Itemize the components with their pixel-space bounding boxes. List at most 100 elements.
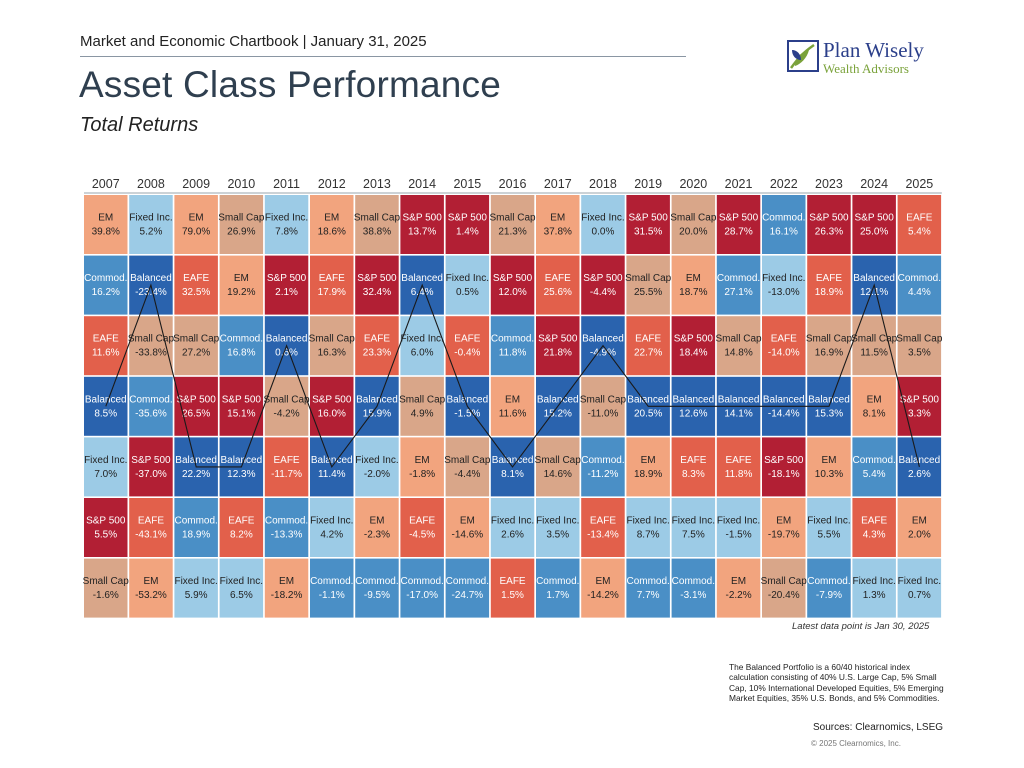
quilt-cell: S&P 500 16.0% [310,376,354,436]
quilt-cell-bg [355,437,399,497]
quilt-cell-bg [716,558,761,618]
year-label: 2024 [860,177,888,191]
quilt-cell-bg [852,316,896,376]
quilt-cell-bg [536,498,580,557]
return-value: 18.6% [318,227,346,238]
return-value: 3.5% [546,530,569,541]
quilt-cell-bg [490,376,535,436]
quilt-cell: EAFE -11.7% [264,437,309,497]
logo-name: Plan Wisely [823,38,924,62]
asset-class-label: EM [595,576,610,587]
quilt-cell-bg [219,195,264,254]
quilt-cell: Fixed Inc. 6.5% [219,558,264,618]
quilt-cell-bg [445,195,490,254]
quilt-cell: EM -14.2% [581,558,625,618]
return-value: 2.6% [908,469,931,480]
quilt-cell: Commod. -35.6% [129,376,173,436]
asset-class-label: Balanced [898,455,940,466]
quilt-cell-bg [626,195,670,254]
quilt-cell-bg [807,316,851,376]
quilt-cell: EAFE -14.0% [762,316,806,376]
return-value: -13.4% [587,530,619,541]
quilt-cell-bg [762,498,806,557]
return-value: 5.2% [140,227,163,238]
quilt-cell-bg [671,255,716,315]
asset-class-label: Commod. [400,576,443,587]
quilt-cell: Small Cap 16.3% [309,316,356,376]
header-divider [80,56,686,57]
quilt-cell-bg [762,255,806,315]
asset-class-label: EM [324,213,339,224]
return-value: 7.5% [682,530,705,541]
return-value: -14.2% [587,590,619,601]
return-value: -1.5% [454,408,480,419]
quilt-cell-bg [626,437,670,497]
asset-class-label: Commod. [491,334,534,345]
quilt-cell-bg [400,376,444,436]
quilt-cell-bg [716,498,761,557]
quilt-cell-bg [536,558,580,618]
return-value: 26.3% [815,227,843,238]
quilt-cell: Commod. 5.4% [852,437,896,497]
quilt-cell: Balanced 0.6% [264,316,309,376]
asset-class-label: Small Cap [173,334,220,345]
quilt-cell: Small Cap -33.8% [128,316,174,376]
return-value: 2.0% [908,530,931,541]
return-value: -2.0% [364,469,390,480]
asset-class-label: Commod. [898,273,941,284]
return-value: 21.3% [498,227,526,238]
asset-class-label: Commod. [717,273,760,284]
asset-class-label: Commod. [581,455,624,466]
quilt-cell: EM -19.7% [762,498,806,557]
asset-class-label: S&P 500 [809,213,849,224]
quilt-cell-bg [400,195,444,254]
asset-class-label: Fixed Inc. [762,273,805,284]
quilt-cell: S&P 500 25.0% [852,195,896,254]
quilt-cell: S&P 500 -4.4% [581,255,625,315]
asset-class-label: Fixed Inc. [672,516,715,527]
quilt-cell-bg [219,498,264,557]
asset-class-label: S&P 500 [493,273,533,284]
asset-class-label: Fixed Inc. [84,455,127,466]
return-value: 1.5% [501,590,524,601]
quilt-cell: Fixed Inc. 0.7% [897,558,942,618]
year-label: 2021 [725,177,753,191]
return-value: 2.1% [275,287,298,298]
quilt-cell-bg [852,376,896,436]
quilt-cell: EM 18.7% [671,255,716,315]
return-value: 0.7% [908,590,931,601]
quilt-cell: S&P 500 28.7% [716,195,761,254]
return-value: -0.4% [454,348,480,359]
quilt-cell: EM 79.0% [174,195,218,254]
quilt-cell: Fixed Inc. -2.0% [355,437,399,497]
return-value: -18.2% [271,590,303,601]
quilt-cell: Commod. 1.7% [536,558,580,618]
quilt-cell: EM 37.8% [536,195,580,254]
return-value: -13.0% [768,287,800,298]
return-value: -1.6% [93,590,119,601]
return-value: 5.5% [818,530,841,541]
return-value: 25.6% [544,287,572,298]
asset-class-label: Small Cap [309,334,356,345]
asset-class-label: Fixed Inc. [355,455,398,466]
quilt-cell: Fixed Inc. -1.5% [716,498,761,557]
quilt-cell-bg [310,558,354,618]
asset-class-label: EAFE [590,516,616,527]
quilt-cell: EM 19.2% [219,255,264,315]
quilt-cell-bg [174,498,218,557]
return-value: 11.8% [499,348,527,359]
page-subtitle: Total Returns [80,114,199,136]
quilt-cell: S&P 500 2.1% [264,255,309,315]
quilt-cell-bg [671,498,716,557]
asset-class-label: Fixed Inc. [220,576,263,587]
asset-class-label: EAFE [861,516,887,527]
quilt-cell-bg [264,498,309,557]
quilt-cell: Commod. 18.9% [174,498,218,557]
asset-class-quilt-chart: 2007 2008 2009 2010 2011 2012 2013 2014 2015 2016… [83,177,943,618]
return-value: 12.1% [860,287,888,298]
asset-class-label: Small Cap [354,213,401,224]
return-value: 12.3% [227,469,255,480]
asset-class-label: Balanced [853,273,895,284]
return-value: 4.2% [320,530,343,541]
asset-class-label: S&P 500 [855,213,895,224]
